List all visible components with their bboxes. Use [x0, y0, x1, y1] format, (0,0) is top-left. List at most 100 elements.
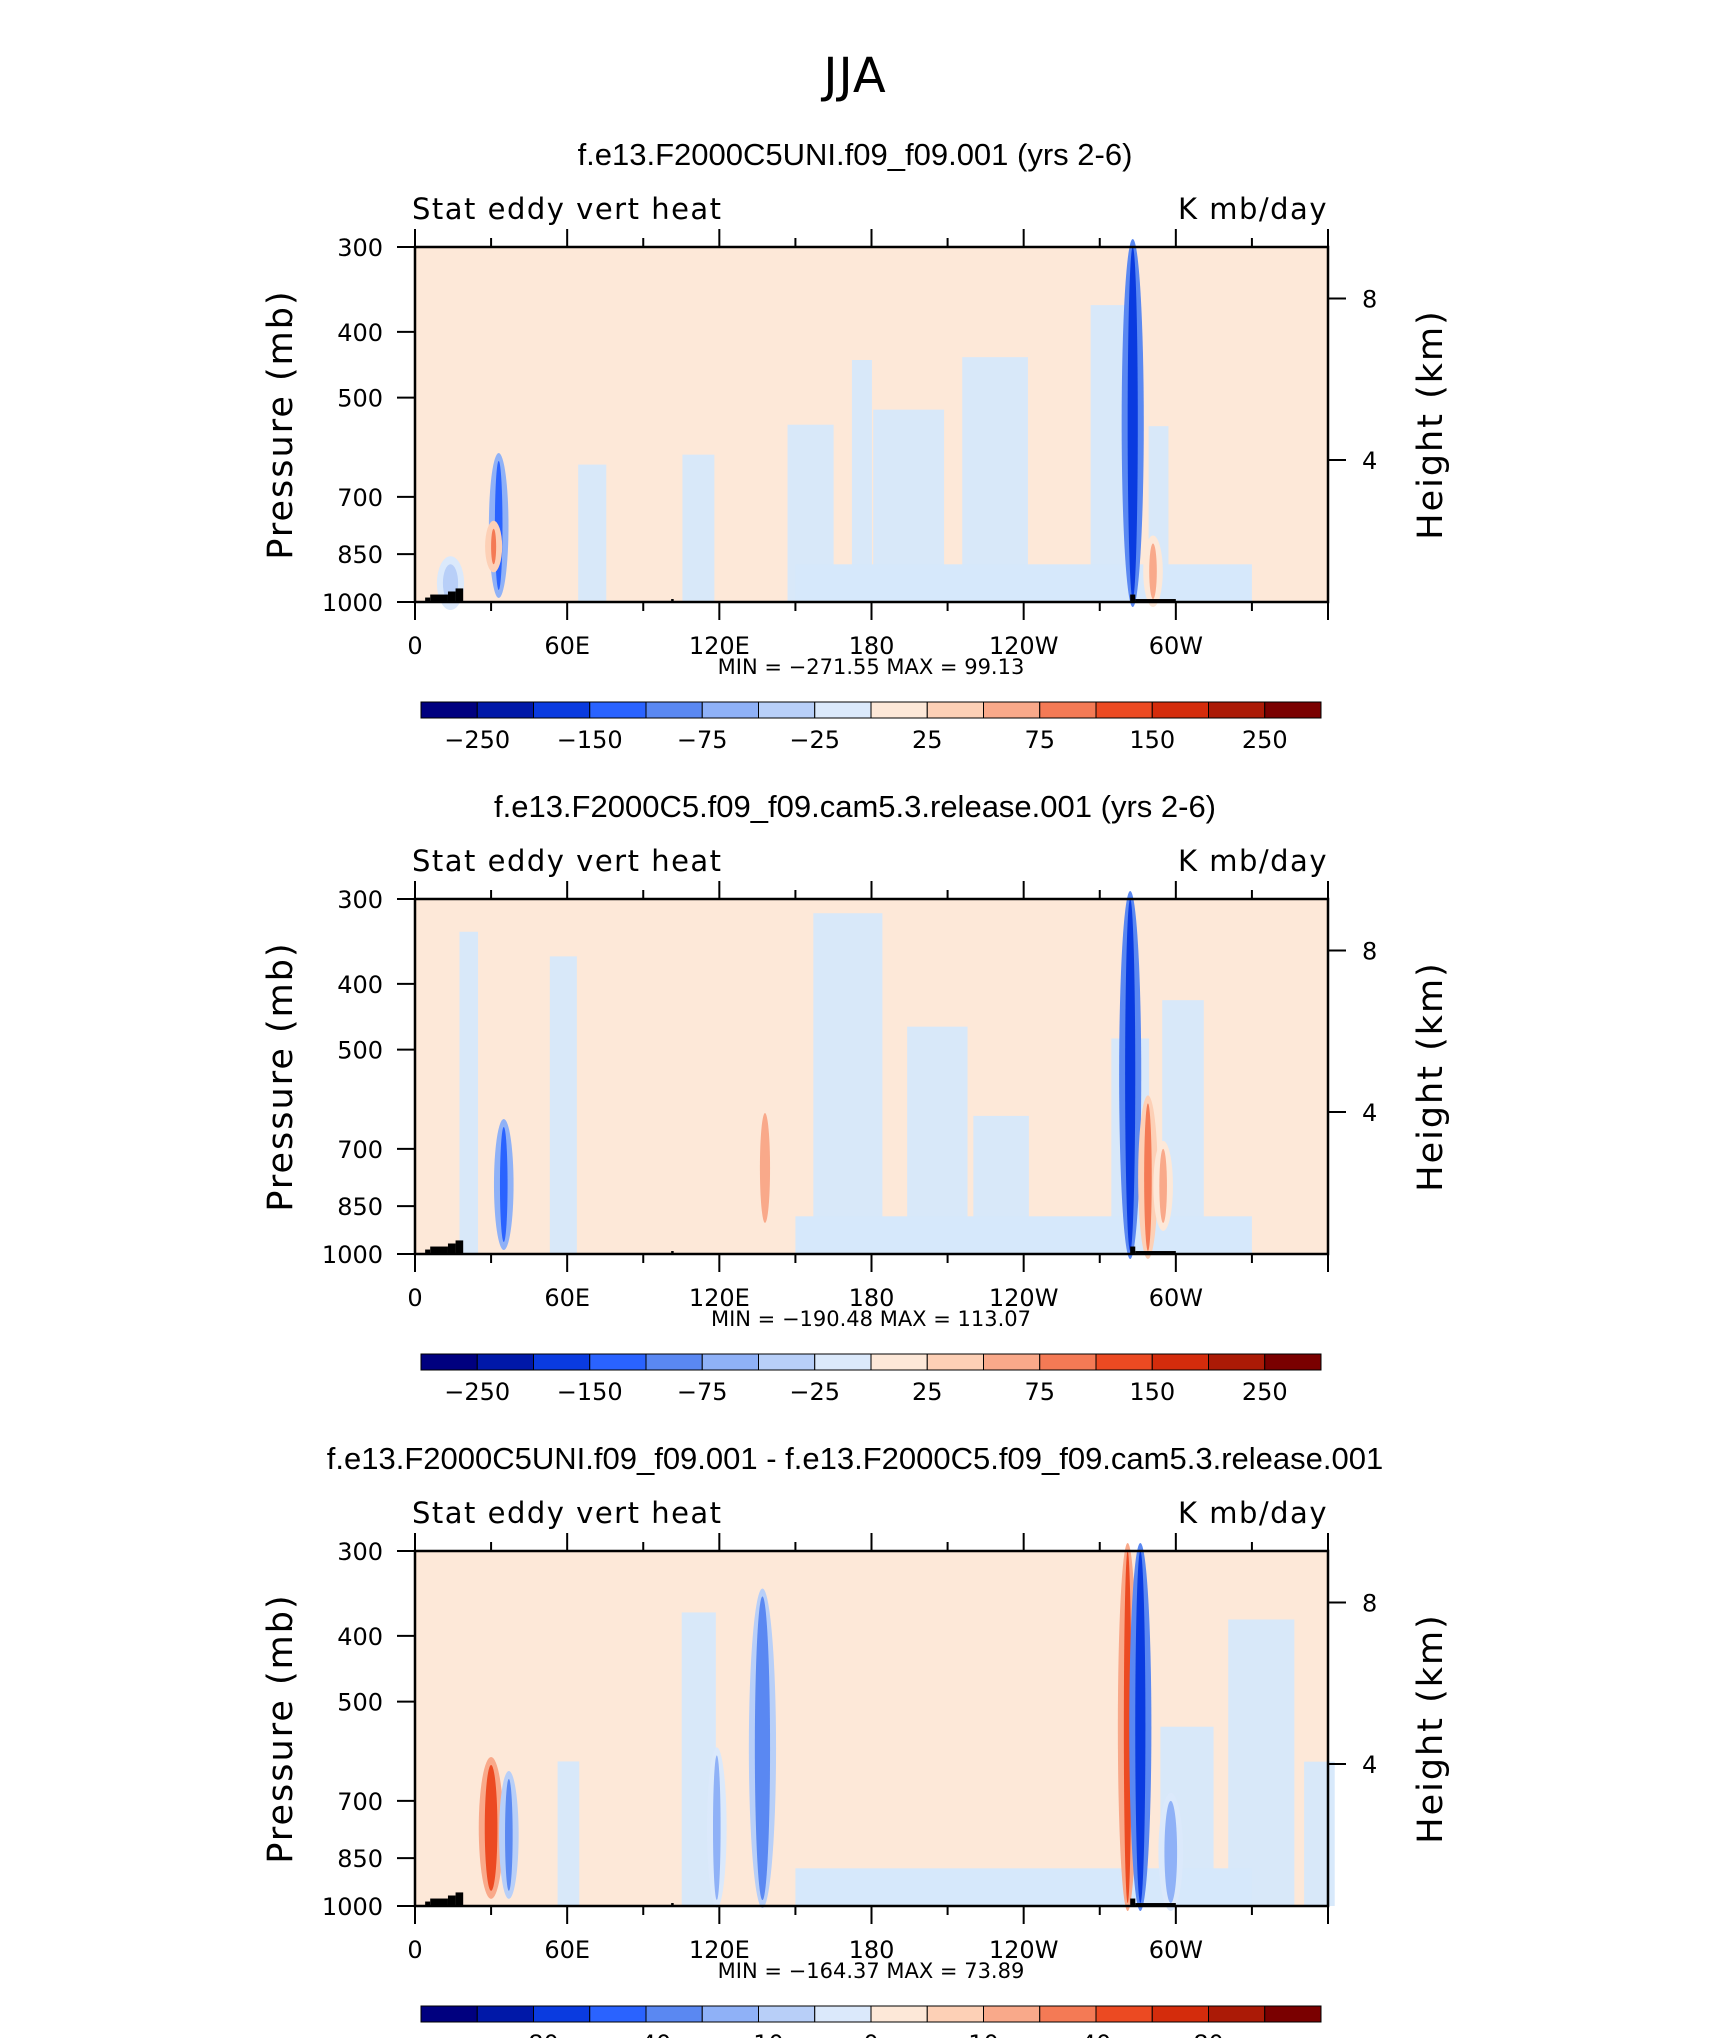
colorbar-box — [420, 2005, 478, 2023]
land-block — [447, 1243, 456, 1254]
y-tick-label: 850 — [337, 1845, 383, 1873]
colorbar-box — [983, 701, 1041, 719]
colorbar-label: −250 — [444, 1378, 510, 1406]
colorbar-box — [1264, 2005, 1322, 2023]
y-right-tick-label: 4 — [1362, 1751, 1377, 1779]
land-block — [455, 1240, 464, 1254]
y-tick-label: 850 — [337, 541, 383, 569]
colorbar-box — [1208, 701, 1266, 719]
contour-band — [1304, 1761, 1335, 1906]
x-tick-label: 120W — [989, 1284, 1059, 1312]
colorbar-box — [476, 1353, 534, 1371]
contour-core — [759, 1113, 771, 1223]
colorbar-box — [420, 1353, 478, 1371]
colorbar-box — [533, 2005, 591, 2023]
colorbar-label: −75 — [677, 726, 728, 754]
y-right-tick-label: 4 — [1362, 447, 1377, 475]
colorbar-box — [870, 701, 928, 719]
colorbar-box — [645, 2005, 703, 2023]
contour-core — [484, 1765, 498, 1891]
contour-band — [459, 931, 479, 1254]
contour-band — [813, 913, 883, 1254]
colorbar-label: −75 — [677, 1378, 728, 1406]
y-tick-label: 700 — [337, 484, 383, 512]
colorbar-box — [1151, 2005, 1209, 2023]
contour-band — [962, 357, 1028, 602]
units-label: K mb/day — [1178, 192, 1328, 226]
colorbar-box — [1151, 701, 1209, 719]
contour-core — [491, 528, 497, 565]
y-tick-label: 850 — [337, 1193, 383, 1221]
land-block — [447, 1895, 456, 1906]
contour-band — [578, 464, 607, 602]
colorbar-label: −80 — [508, 2030, 559, 2038]
panel-title: f.e13.F2000C5UNI.f09_f09.001 (yrs 2-6) — [578, 137, 1133, 172]
contour-band — [549, 956, 577, 1254]
colorbar-label: −150 — [557, 1378, 623, 1406]
colorbar-label: 75 — [1024, 726, 1055, 754]
y-tick-label: 400 — [337, 971, 383, 999]
colorbar-label: 40 — [1081, 2030, 1112, 2038]
colorbar-label: 150 — [1129, 726, 1175, 754]
y-axis-title-right: Height (km) — [1411, 1613, 1451, 1844]
colorbar-box — [701, 2005, 759, 2023]
y-tick-label: 300 — [337, 886, 383, 914]
panel-3: f.e13.F2000C5UNI.f09_f09.001 - f.e13.F20… — [261, 1441, 1451, 2038]
x-tick-label: 120W — [989, 1936, 1059, 1964]
colorbar-box — [1039, 701, 1097, 719]
y-tick-label: 500 — [337, 1037, 383, 1065]
land-block — [430, 594, 448, 602]
colorbar-box — [589, 701, 647, 719]
contour-band — [557, 1761, 580, 1906]
panel-1: f.e13.F2000C5UNI.f09_f09.001 (yrs 2-6) St… — [261, 137, 1451, 754]
colorbar-box — [701, 701, 759, 719]
land-block — [1130, 1246, 1136, 1254]
colorbar-box — [926, 1353, 984, 1371]
contour-core — [1125, 899, 1136, 1252]
x-tick-label: 180 — [849, 1284, 895, 1312]
colorbar-label: −250 — [444, 726, 510, 754]
colorbar-box — [870, 2005, 928, 2023]
colorbar-box — [476, 701, 534, 719]
colorbar-label: −10 — [733, 2030, 784, 2038]
colorbar-label: 0 — [863, 2030, 878, 2038]
x-tick-label: 60E — [544, 1936, 590, 1964]
y-axis-title-right: Height (km) — [1411, 309, 1451, 540]
units-label: K mb/day — [1178, 844, 1328, 878]
colorbar-box — [1151, 1353, 1209, 1371]
colorbar-label: 250 — [1242, 726, 1288, 754]
x-tick-label: 60W — [1149, 1936, 1203, 1964]
colorbar-box — [926, 2005, 984, 2023]
colorbar-box — [1264, 701, 1322, 719]
contour-band — [795, 1868, 1252, 1906]
colorbar-box — [983, 1353, 1041, 1371]
colorbar-box — [589, 1353, 647, 1371]
field-label: Stat eddy vert heat — [412, 1496, 723, 1530]
x-tick-label: 120E — [689, 1284, 750, 1312]
colorbar-box — [814, 2005, 872, 2023]
land-block — [430, 1246, 448, 1254]
x-tick-label: 120E — [689, 632, 750, 660]
colorbar-box — [814, 1353, 872, 1371]
colorbar-box — [814, 701, 872, 719]
colorbar-box — [701, 1353, 759, 1371]
colorbar-box — [420, 701, 478, 719]
contour-core — [1164, 1800, 1178, 1904]
colorbar-label: −25 — [789, 1378, 840, 1406]
contour-core — [499, 1126, 508, 1242]
colorbar-box — [645, 1353, 703, 1371]
colorbar-box — [1095, 1353, 1153, 1371]
colorbar-box — [758, 701, 816, 719]
colorbar-box — [1095, 2005, 1153, 2023]
land-block — [1135, 1903, 1176, 1906]
contour-band — [682, 454, 715, 602]
x-tick-label: 60E — [544, 1284, 590, 1312]
colorbar-box — [1039, 2005, 1097, 2023]
land-block — [455, 588, 464, 602]
colorbar-label: 10 — [968, 2030, 999, 2038]
contour-band — [907, 1026, 968, 1254]
land-block — [425, 597, 431, 602]
colorbar-box — [926, 701, 984, 719]
y-tick-label: 400 — [337, 1623, 383, 1651]
